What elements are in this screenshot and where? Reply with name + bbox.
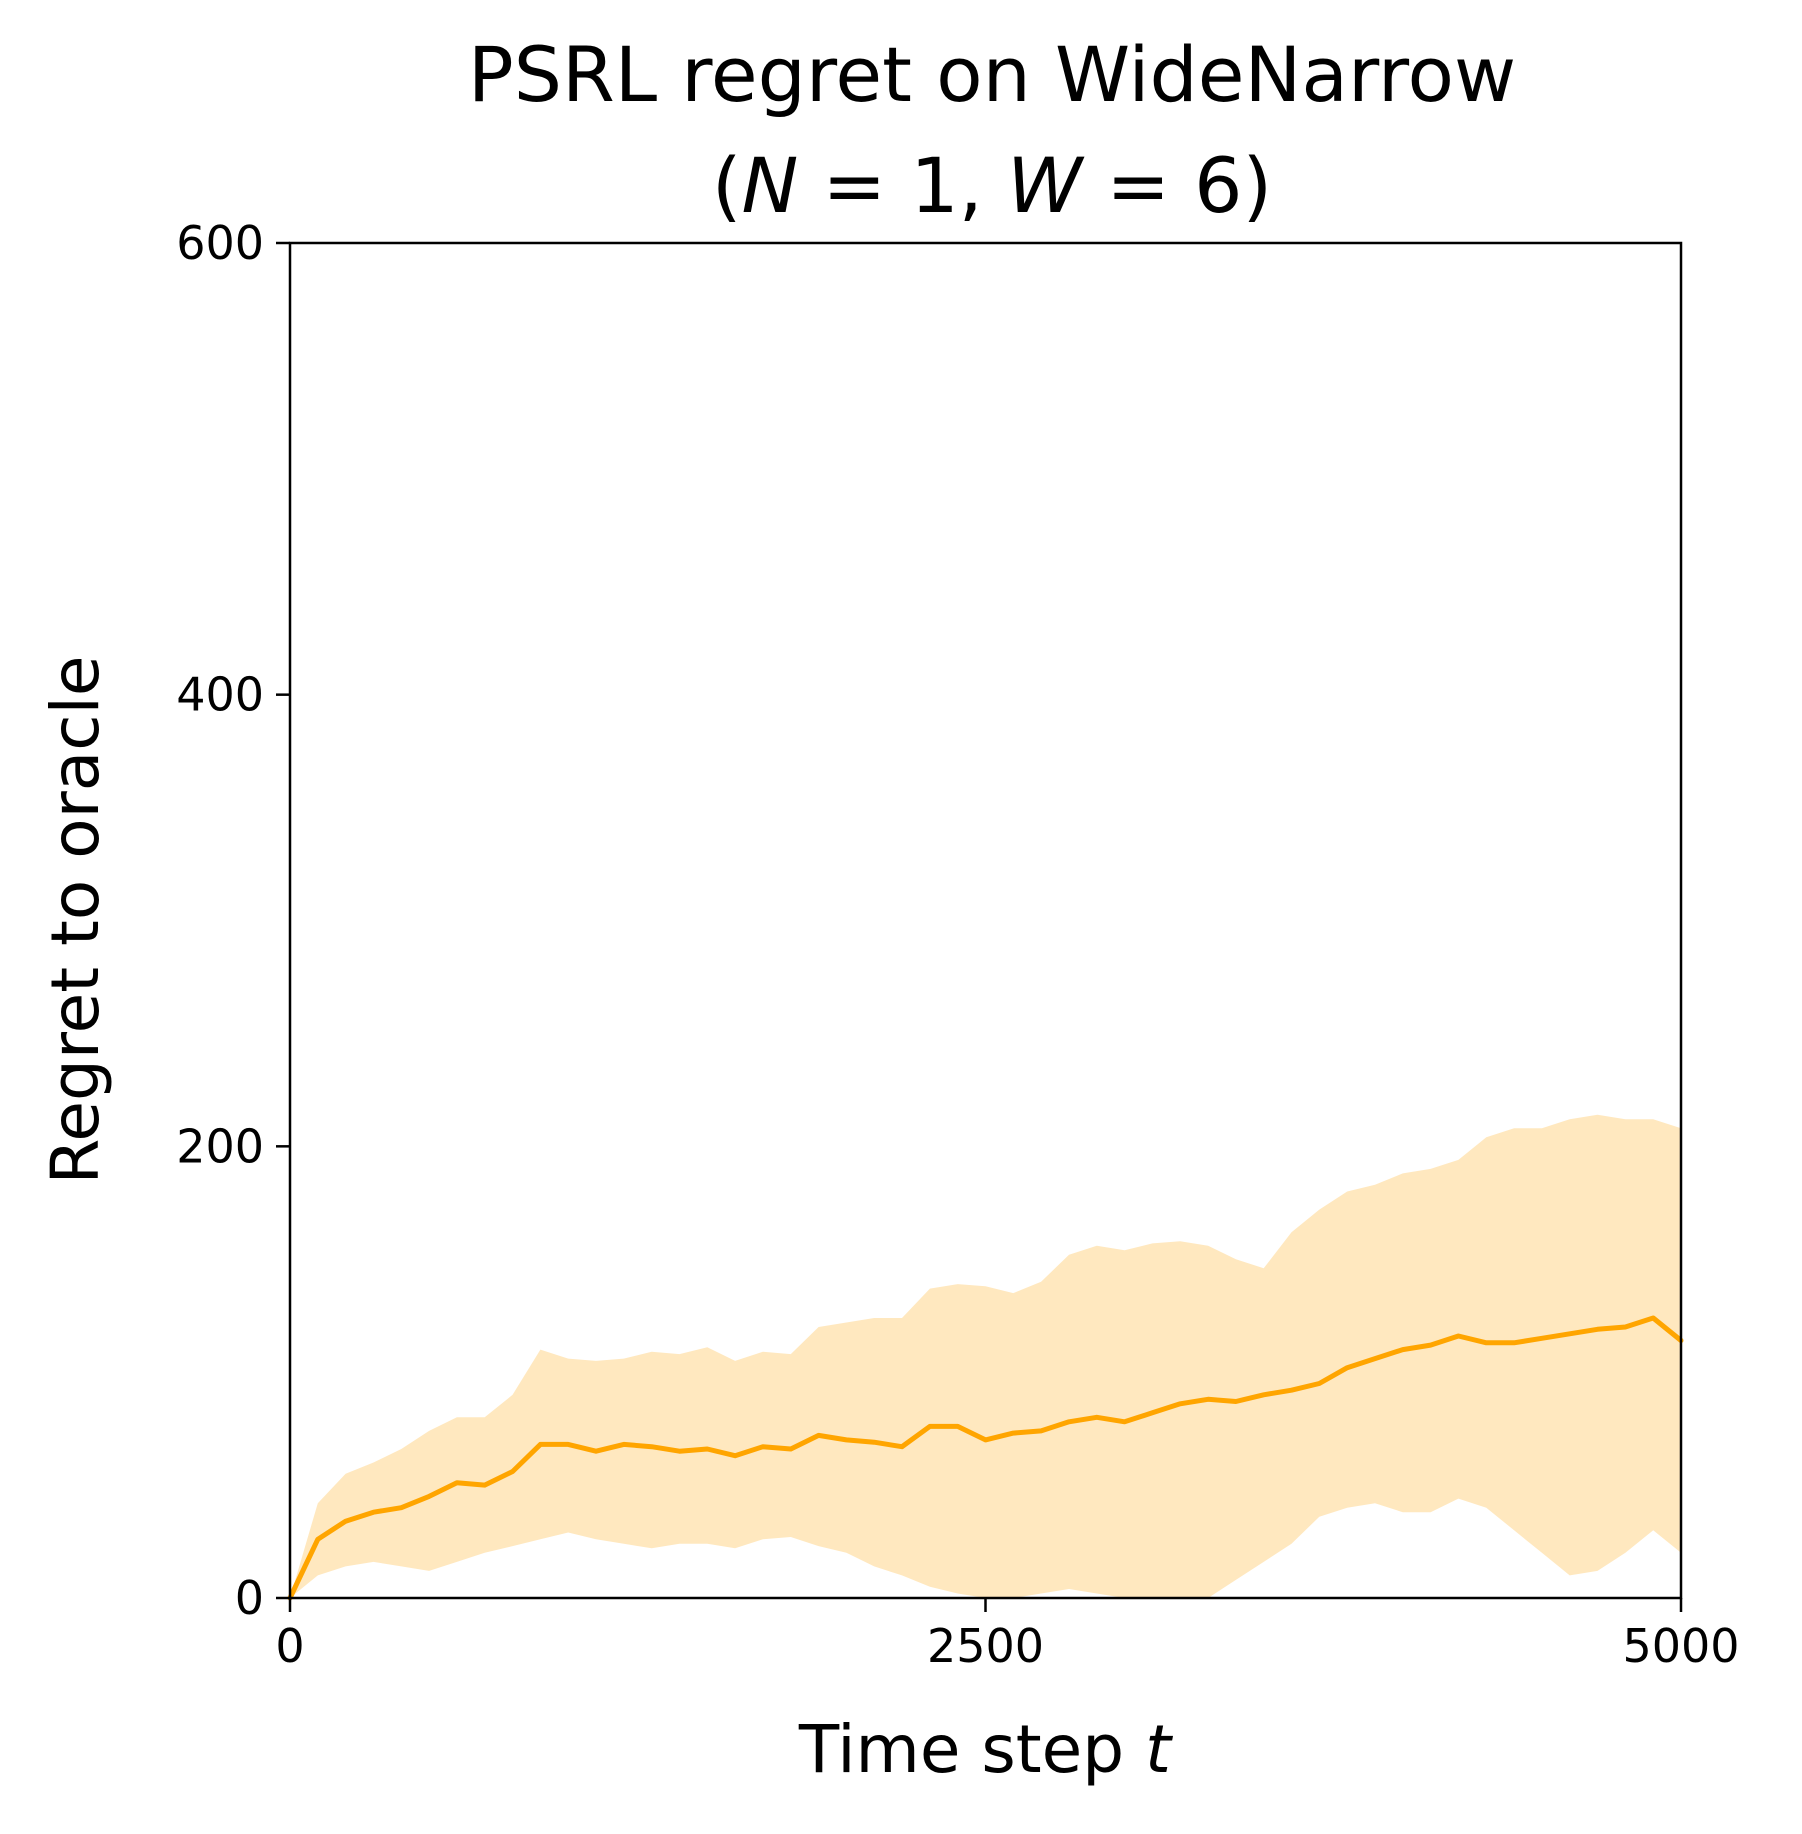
mean-line-layer — [287, 1315, 1684, 1601]
subtitle-w-symbol: W — [1007, 141, 1085, 230]
subtitle-open: ( — [712, 141, 742, 230]
x-axis-label: Time step t — [798, 1711, 1173, 1788]
mean-regret-line — [287, 1315, 1684, 1601]
y-axis-ticks: 0 200 400 600 — [176, 216, 290, 1625]
chart-subtitle: (N = 1, W = 6) — [712, 141, 1272, 230]
x-tick-label: 5000 — [1622, 1619, 1739, 1673]
y-tick-label: 200 — [176, 1119, 264, 1173]
x-axis-label-text: Time step — [798, 1711, 1124, 1788]
y-tick-label: 400 — [176, 668, 264, 722]
y-axis-label: Regret to oracle — [37, 656, 114, 1185]
confidence-band-layer — [290, 1114, 1681, 1598]
chart-title: PSRL regret on WideNarrow — [468, 30, 1516, 119]
x-axis-ticks: 0 2500 5000 — [275, 1598, 1740, 1673]
subtitle-w-value: = 6 — [1082, 141, 1242, 230]
x-tick-label: 2500 — [927, 1619, 1044, 1673]
x-axis-label-var: t — [1145, 1711, 1173, 1788]
confidence-band — [290, 1114, 1681, 1598]
x-tick-label: 0 — [275, 1619, 304, 1673]
subtitle-n-value: = 1, — [798, 141, 1007, 230]
subtitle-close: ) — [1243, 141, 1273, 230]
subtitle-n-symbol: N — [741, 141, 798, 230]
y-tick-label: 600 — [176, 216, 264, 270]
y-tick-label: 0 — [235, 1571, 264, 1625]
